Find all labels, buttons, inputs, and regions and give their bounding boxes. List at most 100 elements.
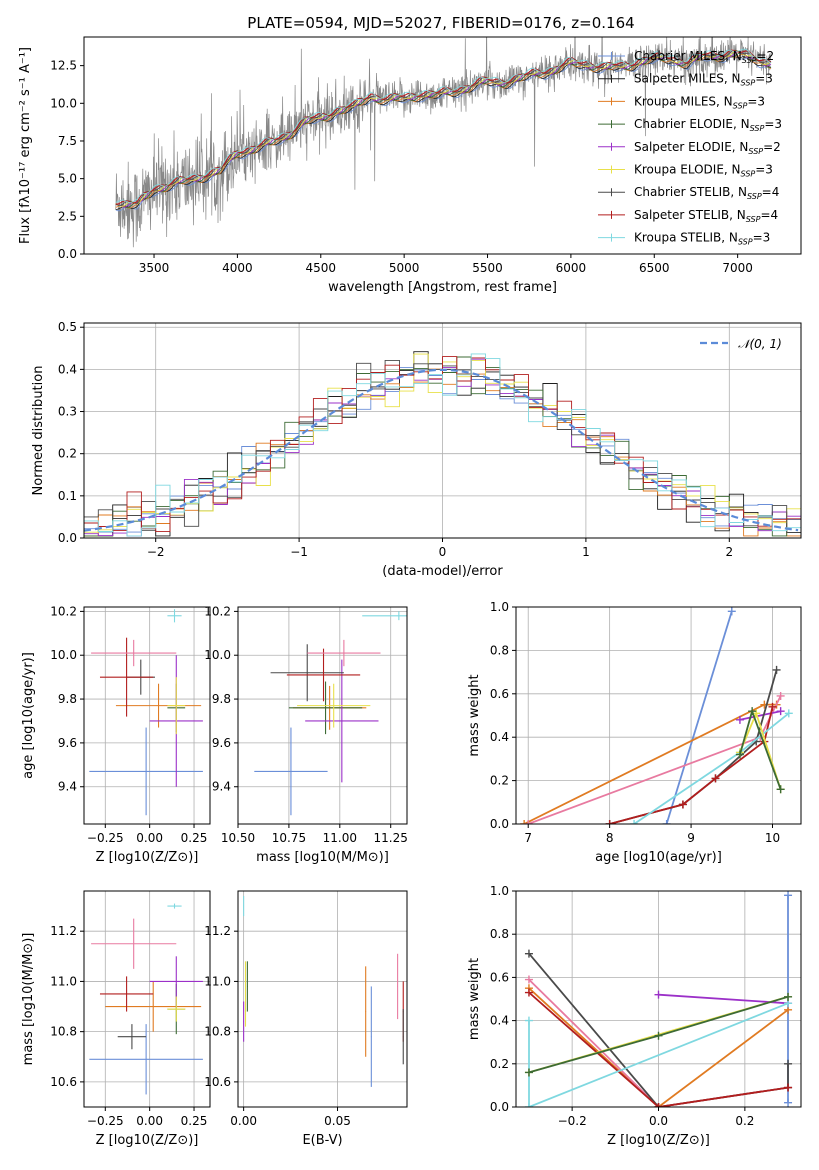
x-tick-label: 0.0 [649,1114,668,1128]
y-tick-label: 9.8 [212,692,231,706]
x-tick-label: 6000 [556,261,587,275]
y-tick-label: 0.2 [490,774,509,788]
y-tick-label: 0.2 [490,1057,509,1071]
data-point [244,961,247,1027]
data-point [362,611,407,621]
legend-entry: Chabrier MILES, NSSP=2 [634,49,774,65]
data-point [305,659,379,783]
x-tick-label: 11.25 [374,831,408,845]
x-tick-label: −1 [290,545,308,559]
plot-area [89,609,203,816]
legend-entry: Kroupa MILES, NSSP=3 [634,94,765,110]
y-tick-label: 10.0 [50,96,77,110]
data-point [167,677,186,735]
legend-entry: Kroupa STELIB, NSSP=3 [634,231,770,247]
x-tick-label: 6500 [639,261,670,275]
y-tick-label: 11.0 [204,974,231,988]
data-point [243,896,245,917]
y-tick-label: 9.4 [58,780,77,794]
legend-entry: Chabrier STELIB, NSSP=4 [634,185,779,201]
weight-marker [748,707,757,716]
x-tick-label: −2 [147,545,165,559]
weight-marker [776,785,785,794]
y-axis-label: Flux [fλ10⁻¹⁷ erg cm⁻² s⁻¹ A⁻¹] [18,47,33,244]
x-tick-label: 8 [606,831,614,845]
x-tick-label: 7000 [722,261,753,275]
x-tick-label: 1 [582,545,590,559]
x-tick-label: 10.50 [221,831,255,845]
weight-marker [735,750,744,759]
data-point [167,609,182,623]
y-axis-label: mass weight [467,674,482,756]
weight-marker [654,990,663,999]
data-point [370,986,372,1087]
y-tick-label: 10.0 [204,648,231,662]
y-tick-label: 10.6 [50,1075,77,1089]
data-point [91,639,177,667]
x-tick-label: 5000 [389,261,420,275]
x-tick-label: 0 [439,545,447,559]
weight-marker [784,891,793,900]
y-tick-label: 0.4 [490,730,509,744]
x-axis-label: E(B-V) [302,1133,342,1148]
data-point [99,976,154,1012]
data-point [397,953,399,1020]
weight-marker [520,820,529,824]
y-tick-label: 0.4 [490,1014,509,1028]
model-series-line [115,49,772,205]
legend-entry: 𝒩(0, 1) [738,337,782,351]
plot-area [254,611,407,816]
y-tick-label: 5.0 [58,172,77,186]
weight-marker [524,1068,533,1077]
mass-vs-extinction-panel: 0.00 0.05 10.6 10.8 11.0 11.2 E(B-V) [204,890,408,1148]
weight-marker [735,715,744,724]
y-tick-label: 10.8 [50,1025,77,1039]
plot-area [84,351,801,537]
y-tick-label: 7.5 [58,134,77,148]
y-tick-label: 11.2 [50,924,77,938]
y-tick-label: 0.3 [58,405,77,419]
weight-marker [524,1103,533,1107]
y-tick-label: 2.5 [58,209,77,223]
legend-entry: Salpeter STELIB, NSSP=4 [634,208,778,224]
spectrum-panel: PLATE=0594, MJD=52027, FIBERID=0176, z=0… [18,14,802,295]
axes-frame [237,890,408,1108]
y-tick-label: 0.5 [58,320,77,334]
x-tick-label: −0.25 [87,831,124,845]
weight-marker [784,709,793,718]
data-point [270,644,344,702]
x-axis-label: Z [log10(Z/Z⊙)] [607,1133,710,1148]
data-point [89,1024,203,1095]
residual-histogram [84,356,801,533]
x-tick-label: 0.05 [324,1114,351,1128]
weight-marker [678,800,687,809]
data-point [105,981,202,1032]
x-tick-label: 0.25 [181,831,208,845]
x-tick-label: 4000 [222,261,253,275]
y-tick-label: 9.6 [212,736,231,750]
plot-area [524,891,793,1107]
y-tick-label: 0.0 [58,247,77,261]
x-tick-label: 0.00 [136,1114,163,1128]
y-tick-label: 10.8 [204,1025,231,1039]
x-axis-label: Z [log10(Z/Z⊙)] [96,1133,199,1148]
x-tick-label: 9 [687,831,695,845]
residuals-panel: −2 −1 0 1 2 0.0 0.1 0.2 0.3 0.4 0.5 (data-model)/er… [31,320,802,579]
y-tick-label: 10.2 [204,604,231,618]
plot-area [89,903,203,1095]
weight-vs-age-panel: 7 8 9 10 0.0 0.2 0.4 0.6 0.8 1.0 age [log10(age/yr… [467,600,802,865]
axes-frame [83,606,211,825]
x-axis-label: mass [log10(M/M⊙)] [256,850,389,865]
weight-series-line [609,669,778,824]
y-tick-label: 0.0 [490,817,509,831]
plot-area [115,37,772,248]
legend-entry: Salpeter MILES, NSSP=3 [634,72,773,88]
weight-marker [711,774,720,783]
y-tick-label: 9.8 [58,692,77,706]
weight-marker [654,1103,663,1107]
weight-marker [768,702,777,711]
y-tick-label: 0.1 [58,489,77,503]
weight-marker [524,1016,533,1025]
weight-marker [630,820,639,824]
